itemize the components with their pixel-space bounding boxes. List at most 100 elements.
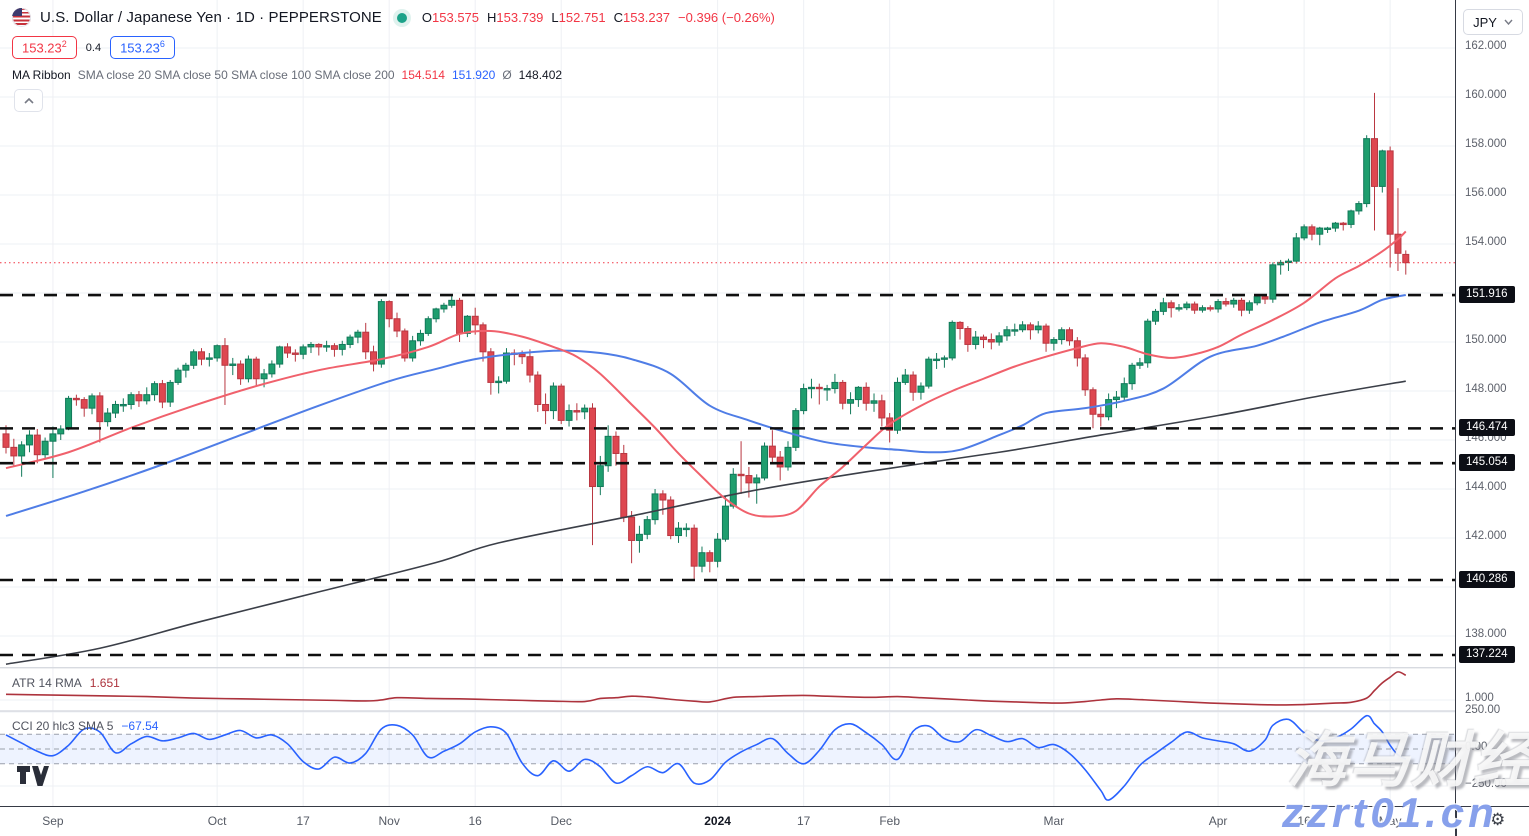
candle: [1214, 301, 1222, 310]
atr-legend: ATR 14 RMA 1.651: [12, 676, 120, 690]
cci-title[interactable]: CCI 20 hlc3 SMA 5: [12, 719, 114, 733]
candle: [96, 395, 104, 423]
time-tick-label: Mar: [1043, 814, 1065, 828]
candle: [870, 400, 878, 404]
pane-divider[interactable]: [0, 667, 1455, 669]
sell-button[interactable]: 153.232: [12, 36, 77, 60]
high-value: 153.739: [496, 10, 544, 25]
chevron-down-icon: [1504, 19, 1513, 25]
price-tick-label: 138.000: [1465, 628, 1507, 640]
time-axis[interactable]: ⚙ Sep Oct 17 Nov 16 Dec 2024 17 Feb Mar Apr 16 May: [0, 806, 1529, 836]
symbol-title[interactable]: U.S. Dollar / Japanese Yen · 1D · PEPPER…: [40, 9, 382, 26]
candle: [948, 321, 956, 359]
candle: [761, 445, 769, 479]
open-label: O: [421, 10, 433, 25]
chart-settings-gear-icon[interactable]: ⚙: [1490, 810, 1506, 829]
candle: [377, 301, 385, 365]
candle: [440, 304, 448, 310]
chevron-up-icon: [23, 97, 34, 104]
candle: [753, 477, 761, 484]
candle: [698, 552, 706, 567]
currency-unit-button[interactable]: JPY: [1463, 9, 1523, 35]
low-label: L: [551, 10, 559, 25]
candle: [80, 399, 88, 409]
ohlc-readout: O153.575 H153.739 L152.751 C153.237 −0.3…: [422, 10, 775, 25]
candle: [151, 383, 159, 396]
chart-canvas[interactable]: [0, 0, 1455, 806]
candle: [729, 473, 737, 507]
candle: [628, 516, 636, 541]
candle: [721, 505, 729, 540]
candle: [33, 434, 41, 456]
price-tick-label: 160.000: [1465, 89, 1507, 101]
horizontal-level-lines[interactable]: [0, 293, 1455, 657]
candle: [221, 345, 229, 366]
candle: [416, 332, 424, 342]
time-tick-label: 17: [296, 814, 310, 828]
sma200-line: [5, 380, 1406, 665]
pane-divider[interactable]: [0, 710, 1455, 712]
candle: [964, 328, 972, 345]
candle: [980, 336, 987, 341]
ma-ribbon-title[interactable]: MA Ribbon: [12, 68, 71, 82]
candle: [72, 397, 80, 401]
candle: [393, 318, 401, 332]
tradingview-logo[interactable]: [16, 764, 50, 793]
candle: [542, 403, 550, 412]
candle: [448, 299, 456, 306]
time-tick-label: May: [1378, 814, 1402, 828]
cci-tick-label: 250.00: [1465, 704, 1501, 716]
candle: [1339, 222, 1347, 226]
currency-unit-label: JPY: [1473, 14, 1497, 30]
candle: [1316, 227, 1324, 235]
candle: [315, 343, 323, 348]
change-value: −0.396 (−0.26%): [678, 10, 775, 25]
time-tick-label: 2024: [704, 814, 731, 828]
candle: [1261, 296, 1269, 300]
gridlines: [0, 0, 1455, 806]
candle: [1050, 339, 1058, 344]
candle: [839, 381, 847, 404]
candle: [667, 499, 675, 537]
time-tick-label: Dec: [550, 814, 572, 828]
market-status-dot[interactable]: [396, 12, 407, 23]
candle: [1105, 399, 1113, 418]
candle: [1097, 413, 1105, 418]
candle: [815, 386, 823, 390]
candle: [1003, 329, 1011, 337]
candle: [690, 527, 698, 567]
collapse-legend-button[interactable]: [14, 89, 43, 112]
candle: [198, 351, 205, 360]
candle: [917, 385, 925, 393]
buy-button[interactable]: 153.236: [110, 36, 175, 60]
candle: [1363, 138, 1371, 205]
candle: [190, 351, 198, 366]
candle: [276, 346, 284, 365]
price-tick-label: 158.000: [1465, 138, 1507, 150]
price-axis[interactable]: JPY 162.000 160.000 158.000 156.000 154.000 1…: [1455, 0, 1529, 806]
candle: [1120, 383, 1128, 398]
symbol-legend: U.S. Dollar / Japanese Yen · 1D · PEPPER…: [12, 8, 775, 27]
candle: [682, 527, 690, 531]
candle: [714, 538, 722, 562]
level-price-badge: 140.286: [1459, 570, 1515, 588]
candle: [534, 374, 542, 405]
low-value: 152.751: [558, 10, 606, 25]
time-tick-label: 16: [468, 814, 482, 828]
candle: [205, 357, 213, 360]
candle: [862, 386, 870, 404]
ma-ribbon-lines: [5, 230, 1407, 665]
price-tick-label: 150.000: [1465, 334, 1507, 346]
candle: [487, 351, 495, 383]
candle: [127, 394, 135, 405]
candle: [471, 315, 479, 326]
candle: [1324, 227, 1332, 230]
candle: [409, 340, 417, 359]
time-tick-label: Feb: [879, 814, 900, 828]
candle: [768, 445, 776, 458]
candle: [995, 335, 1003, 343]
candle: [1136, 362, 1144, 366]
atr-title[interactable]: ATR 14 RMA: [12, 676, 82, 690]
candle: [25, 434, 33, 446]
